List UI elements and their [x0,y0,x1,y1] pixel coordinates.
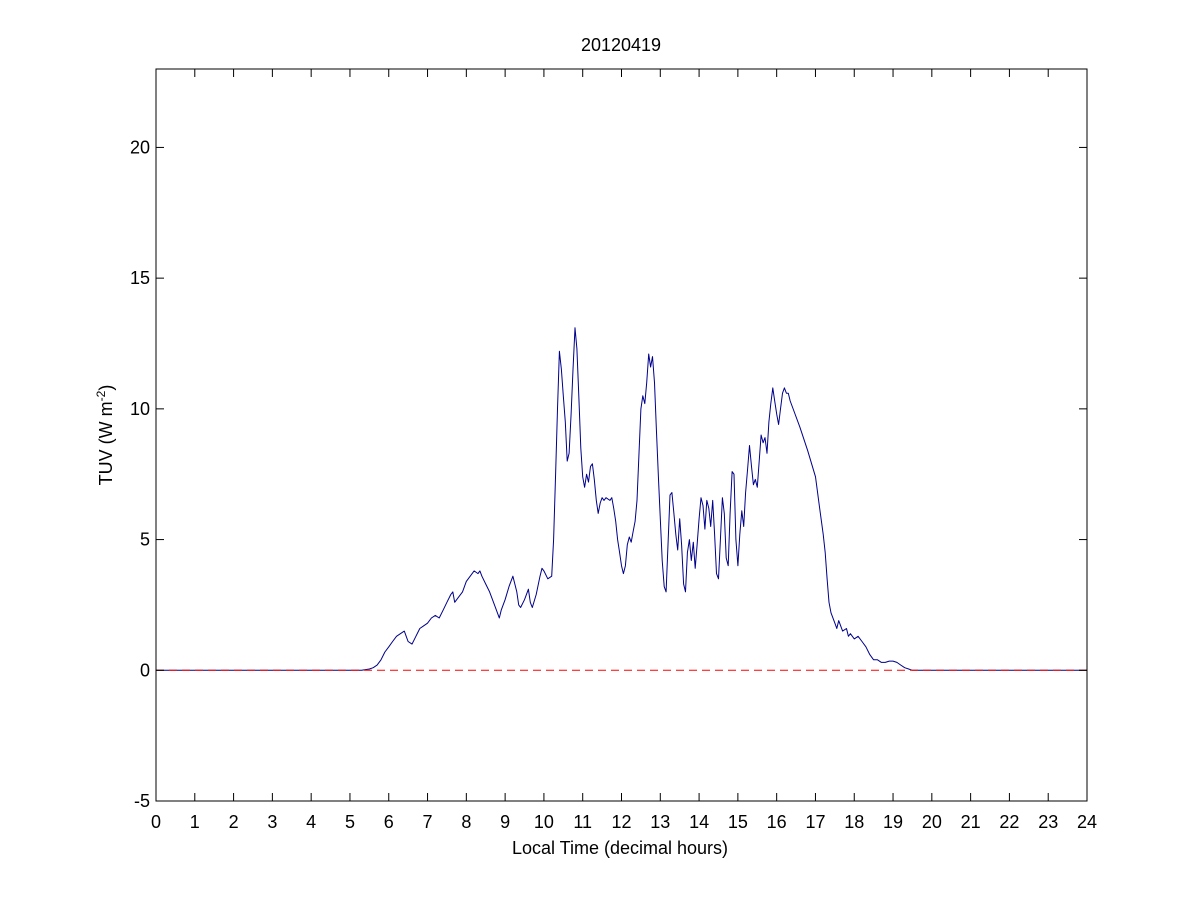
x-tick-label: 24 [1077,812,1097,832]
y-tick-label: 0 [140,660,150,680]
x-axis-label: Local Time (decimal hours) [512,838,728,858]
tick-layer: 0 1 2 3 4 5 6 7 8 9 10 11 12 13 14 15 16 17 18 19 20 21 22 23 24… [130,69,1097,832]
x-tick-label: 16 [767,812,787,832]
x-tick-label: 15 [728,812,748,832]
x-tick-label: 6 [384,812,394,832]
x-tick-label: 17 [805,812,825,832]
tuv-series-line [156,327,1087,671]
x-tick-label: 8 [461,812,471,832]
x-tick-label: 1 [190,812,200,832]
x-tick-label: 0 [151,812,161,832]
series-layer [156,327,1087,671]
x-tick-label: 18 [844,812,864,832]
y-axis-label: TUV (W m-2) [94,385,116,486]
x-tick-label: 7 [423,812,433,832]
x-tick-label: 2 [229,812,239,832]
x-tick-label: 10 [534,812,554,832]
x-tick-label: 21 [961,812,981,832]
x-tick-label: 4 [306,812,316,832]
x-tick-label: 19 [883,812,903,832]
chart-title: 20120419 [581,35,661,55]
x-tick-label: 3 [267,812,277,832]
x-tick-label: 23 [1038,812,1058,832]
x-tick-label: 9 [500,812,510,832]
x-tick-label: 22 [999,812,1019,832]
y-tick-label: -5 [134,791,150,811]
y-tick-label: 15 [130,268,150,288]
x-tick-label: 13 [650,812,670,832]
x-tick-label: 20 [922,812,942,832]
x-tick-label: 11 [573,812,592,832]
x-tick-label: 5 [345,812,355,832]
plot-area [156,69,1087,801]
y-tick-label: 5 [140,530,150,550]
x-tick-label: 12 [611,812,631,832]
y-tick-label: 10 [130,399,150,419]
y-tick-label: 20 [130,137,150,157]
x-tick-label: 14 [689,812,709,832]
